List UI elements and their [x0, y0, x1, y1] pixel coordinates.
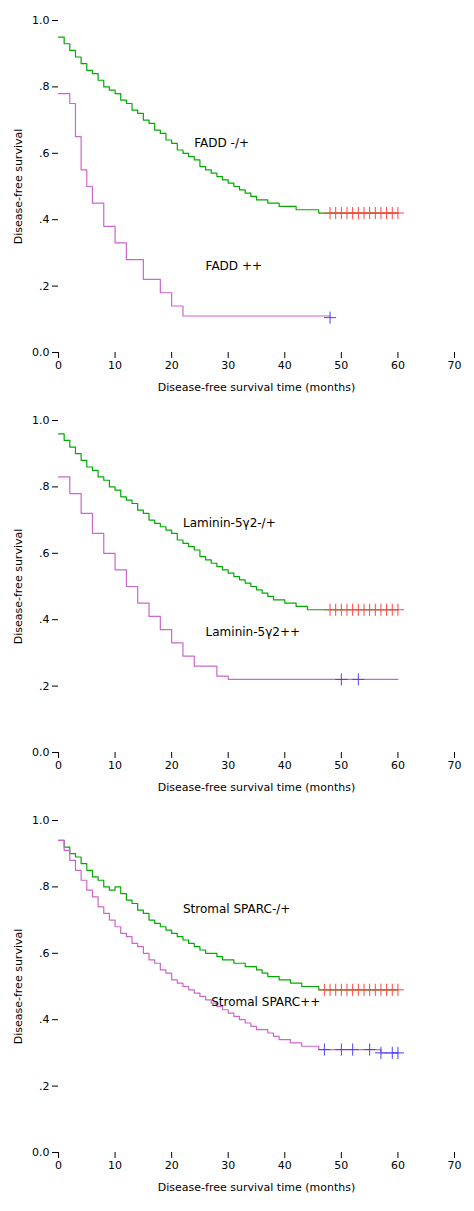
svg-text:40: 40 [278, 359, 292, 372]
svg-text:.6: .6 [39, 947, 50, 960]
svg-text:10: 10 [108, 359, 122, 372]
svg-text:0.0: 0.0 [32, 346, 50, 359]
svg-text:60: 60 [391, 1159, 405, 1172]
svg-text:Stromal SPARC++: Stromal SPARC++ [211, 995, 320, 1009]
svg-text:.4: .4 [39, 213, 50, 226]
svg-text:0: 0 [55, 359, 62, 372]
svg-text:30: 30 [221, 359, 235, 372]
svg-text:.2: .2 [39, 680, 50, 693]
svg-text:70: 70 [448, 1159, 462, 1172]
svg-text:30: 30 [221, 759, 235, 772]
svg-text:0: 0 [55, 759, 62, 772]
svg-text:.8: .8 [39, 80, 50, 93]
svg-text:Disease-free survival: Disease-free survival [12, 929, 25, 1045]
svg-text:.4: .4 [39, 613, 50, 626]
svg-text:1.0: 1.0 [32, 414, 50, 427]
svg-text:20: 20 [165, 1159, 179, 1172]
svg-text:Disease-free survival time (mo: Disease-free survival time (months) [158, 381, 355, 394]
svg-text:10: 10 [108, 759, 122, 772]
svg-text:FADD -/+: FADD -/+ [194, 136, 249, 150]
svg-text:.2: .2 [39, 1080, 50, 1093]
svg-text:Disease-free survival: Disease-free survival [12, 529, 25, 645]
svg-text:.8: .8 [39, 880, 50, 893]
svg-text:0.0: 0.0 [32, 1146, 50, 1159]
svg-text:50: 50 [334, 1159, 348, 1172]
svg-text:30: 30 [221, 1159, 235, 1172]
svg-text:Disease-free survival: Disease-free survival [12, 129, 25, 245]
svg-text:Disease-free survival time (mo: Disease-free survival time (months) [158, 781, 355, 794]
svg-text:70: 70 [448, 359, 462, 372]
svg-text:40: 40 [278, 1159, 292, 1172]
svg-text:20: 20 [165, 359, 179, 372]
svg-text:60: 60 [391, 359, 405, 372]
svg-text:40: 40 [278, 759, 292, 772]
svg-text:Disease-free survival time (mo: Disease-free survival time (months) [158, 1181, 355, 1194]
svg-text:Laminin-5γ2-/+: Laminin-5γ2-/+ [183, 516, 276, 530]
svg-text:FADD ++: FADD ++ [206, 259, 262, 273]
svg-text:Stromal SPARC-/+: Stromal SPARC-/+ [183, 902, 290, 916]
svg-text:50: 50 [334, 359, 348, 372]
svg-text:0: 0 [55, 1159, 62, 1172]
svg-text:.6: .6 [39, 547, 50, 560]
svg-text:.4: .4 [39, 1013, 50, 1026]
svg-text:Laminin-5γ2++: Laminin-5γ2++ [206, 625, 300, 639]
svg-text:10: 10 [108, 1159, 122, 1172]
svg-text:1.0: 1.0 [32, 14, 50, 27]
svg-text:.2: .2 [39, 280, 50, 293]
svg-text:70: 70 [448, 759, 462, 772]
svg-text:60: 60 [391, 759, 405, 772]
svg-text:.6: .6 [39, 147, 50, 160]
svg-text:50: 50 [334, 759, 348, 772]
svg-text:1.0: 1.0 [32, 814, 50, 827]
svg-text:20: 20 [165, 759, 179, 772]
svg-text:0.0: 0.0 [32, 746, 50, 759]
svg-text:.8: .8 [39, 480, 50, 493]
